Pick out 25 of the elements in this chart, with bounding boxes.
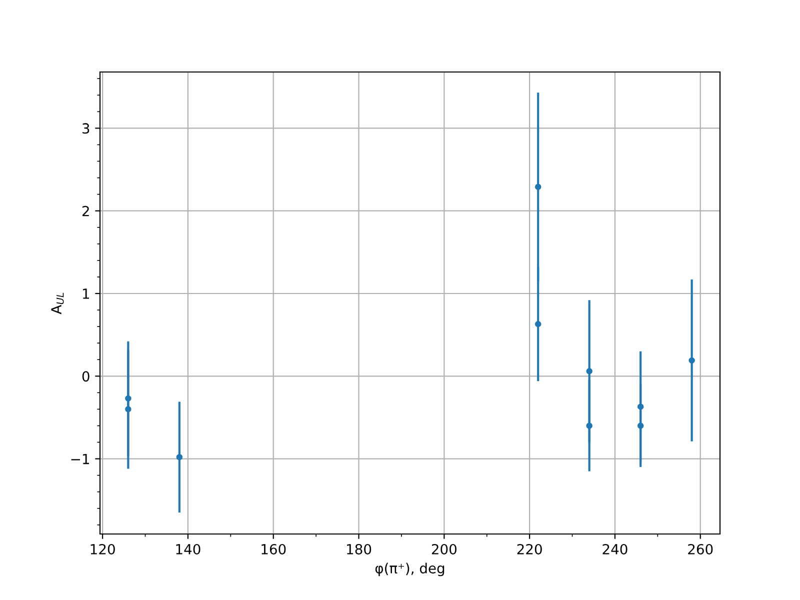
x-tick-label: 140 xyxy=(176,544,200,554)
point xyxy=(534,320,542,328)
y-tick-label: −1 xyxy=(71,454,89,464)
x-tick-label: 160 xyxy=(262,544,286,554)
y-tick-label: 2 xyxy=(82,206,89,216)
point xyxy=(637,422,644,429)
y-tick-label: 0 xyxy=(82,371,90,382)
point xyxy=(586,422,592,429)
point xyxy=(637,404,644,410)
x-tick-label: 200 xyxy=(432,544,456,554)
x-tick-label: 120 xyxy=(90,544,115,554)
y-axis-title: A$_{UL}$ xyxy=(51,292,64,314)
point xyxy=(125,395,132,402)
x-tick-label: 180 xyxy=(347,544,372,554)
y-tick-label: 1 xyxy=(82,288,89,299)
x-axis-title: φ(π⁺), deg xyxy=(375,562,444,576)
x-tick-label: 260 xyxy=(688,544,713,554)
point xyxy=(688,357,695,364)
x-tick-label: 240 xyxy=(602,544,628,554)
x-tick-label: 220 xyxy=(517,544,542,554)
point xyxy=(125,406,132,412)
point xyxy=(586,368,592,374)
y-tick-label: 3 xyxy=(82,123,90,134)
point xyxy=(534,184,542,190)
point xyxy=(176,454,183,460)
